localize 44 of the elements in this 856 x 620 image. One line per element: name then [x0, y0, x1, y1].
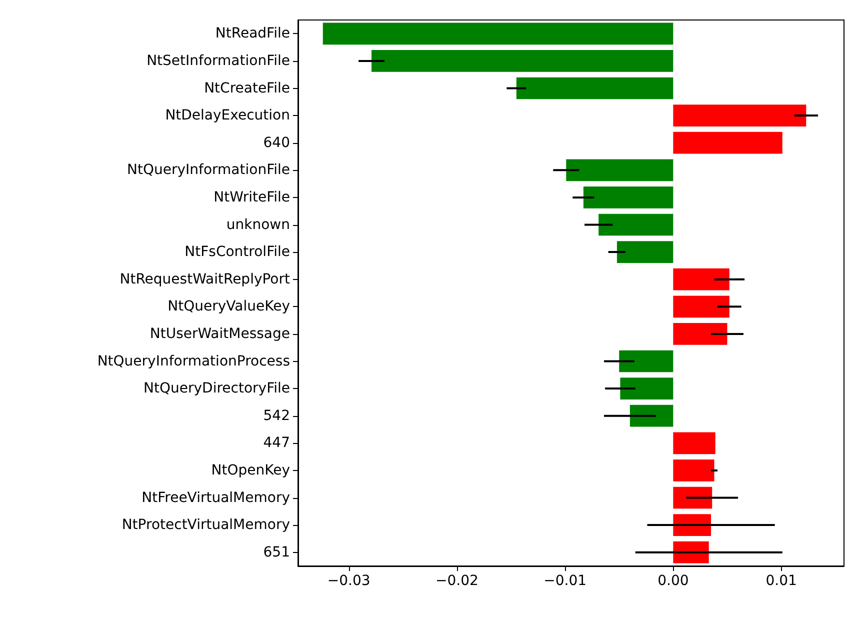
bar — [673, 104, 806, 126]
y-tick-label: NtWriteFile — [214, 189, 290, 206]
bar — [583, 186, 674, 208]
bar — [566, 159, 674, 182]
y-tick-label: NtReadFile — [215, 26, 290, 42]
bar — [598, 214, 674, 236]
bar — [616, 241, 674, 263]
x-tick-label: 0.01 — [766, 573, 797, 589]
bar — [619, 350, 674, 372]
y-tick-label: NtUserWaitMessage — [150, 326, 290, 342]
bar — [673, 323, 728, 345]
bar — [620, 378, 674, 400]
bar — [630, 404, 674, 427]
y-tick-label: 651 — [263, 544, 290, 560]
bar — [673, 460, 714, 482]
y-tick-label: unknown — [226, 216, 290, 233]
y-tick-label: NtFsControlFile — [184, 244, 290, 260]
bar — [673, 432, 716, 454]
x-tick-label: 0.00 — [658, 573, 689, 589]
y-tick-label: NtFreeVirtualMemory — [142, 490, 290, 506]
y-tick-label: NtCreateFile — [204, 80, 290, 96]
bar — [516, 77, 674, 100]
bar — [673, 132, 782, 154]
bar — [673, 541, 709, 564]
bar — [673, 486, 712, 509]
x-tick-label: −0.02 — [435, 573, 478, 589]
y-tick-label: 640 — [263, 134, 290, 151]
y-tick-label: NtDelayExecution — [165, 108, 290, 124]
y-tick-label: NtQueryInformationProcess — [97, 353, 290, 370]
y-tick-label: NtQueryValueKey — [168, 298, 290, 315]
x-tick-label: −0.03 — [327, 573, 370, 589]
y-tick-label: NtRequestWaitReplyPort — [120, 271, 291, 288]
bar — [673, 296, 730, 318]
y-tick-label: NtOpenKey — [211, 462, 290, 478]
y-tick-label: 447 — [263, 435, 290, 452]
y-tick-label: 542 — [263, 408, 290, 424]
bar — [673, 268, 730, 290]
y-tick-label: NtQueryInformationFile — [127, 162, 290, 178]
y-tick-label: NtQueryDirectoryFile — [144, 380, 290, 397]
bar — [322, 22, 674, 45]
x-tick-label: −0.01 — [544, 573, 587, 589]
bar — [372, 50, 674, 72]
y-tick-label: NtSetInformationFile — [146, 52, 290, 69]
y-tick-label: NtProtectVirtualMemory — [122, 517, 290, 534]
